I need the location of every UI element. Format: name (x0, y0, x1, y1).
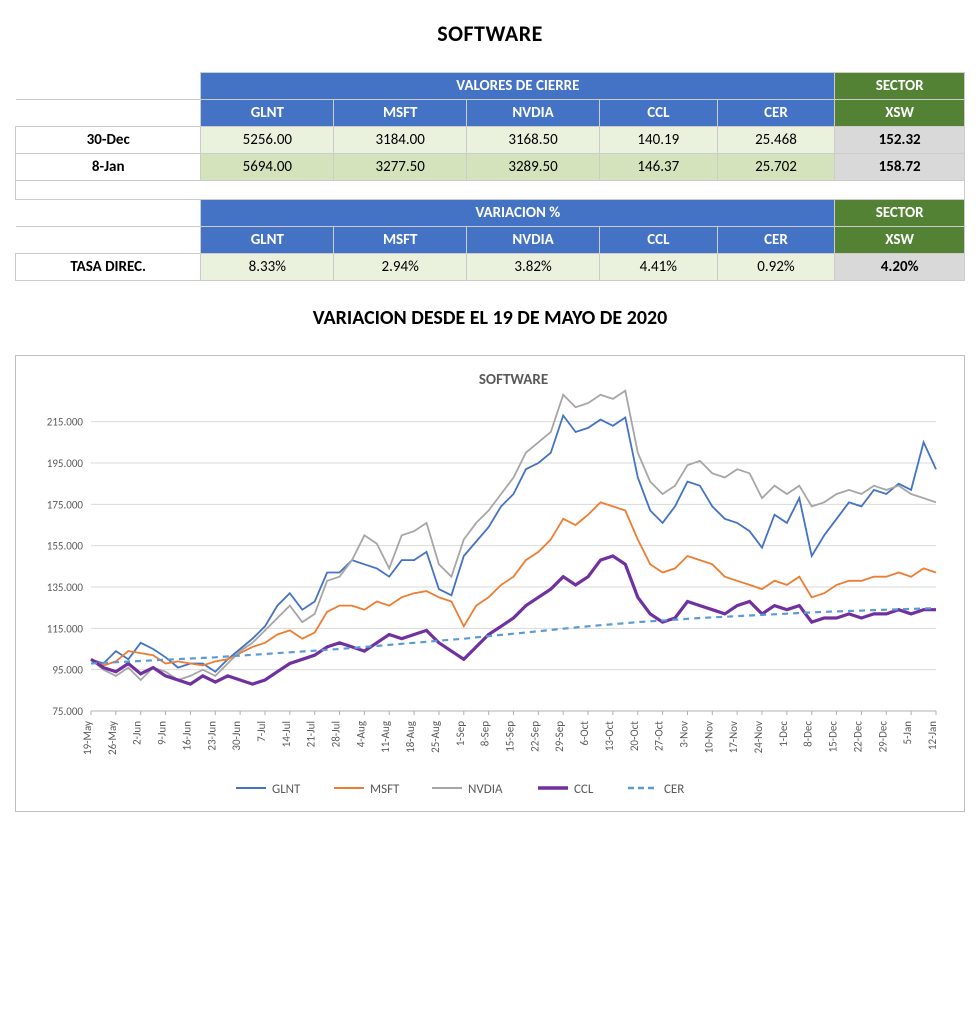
svg-text:10-Nov: 10-Nov (702, 721, 715, 753)
col-header: CCL (599, 100, 717, 127)
svg-text:21-Jul: 21-Jul (305, 721, 318, 747)
table-cell: 4.41% (599, 254, 717, 281)
svg-text:NVDIA: NVDIA (468, 782, 503, 797)
svg-text:15-Sep: 15-Sep (504, 721, 517, 752)
svg-text:GLNT: GLNT (272, 782, 301, 797)
svg-text:20-Oct: 20-Oct (628, 721, 641, 751)
sector-cell: 158.72 (835, 154, 965, 181)
table-cell: 8.33% (201, 254, 334, 281)
svg-text:22-Sep: 22-Sep (528, 721, 541, 752)
svg-text:17-Nov: 17-Nov (727, 721, 740, 753)
svg-text:215.000: 215.000 (47, 416, 84, 429)
table-cell: 3289.50 (467, 154, 600, 181)
svg-text:CCL: CCL (574, 782, 594, 797)
col-header: MSFT (334, 227, 467, 254)
col-header: GLNT (201, 100, 334, 127)
table-header-main: VALORES DE CIERRE (201, 73, 835, 100)
svg-text:9-Jun: 9-Jun (156, 721, 169, 745)
svg-text:MSFT: MSFT (370, 782, 400, 797)
svg-text:195.000: 195.000 (47, 457, 84, 470)
svg-text:11-Aug: 11-Aug (379, 721, 392, 753)
svg-text:115.000: 115.000 (47, 622, 84, 635)
col-header: NVDIA (467, 100, 600, 127)
svg-text:27-Oct: 27-Oct (653, 721, 666, 751)
svg-text:95.000: 95.000 (52, 664, 83, 677)
svg-text:15-Dec: 15-Dec (827, 721, 840, 753)
table-cell: 25.702 (717, 154, 835, 181)
svg-text:26-May: 26-May (106, 721, 119, 755)
table-cell: 5694.00 (201, 154, 334, 181)
table-header-main: VARIACION % (201, 200, 835, 227)
svg-text:28-Jul: 28-Jul (330, 721, 343, 747)
svg-text:5-Jan: 5-Jan (901, 721, 914, 745)
svg-text:8-Dec: 8-Dec (802, 721, 815, 747)
svg-text:30-Jun: 30-Jun (230, 721, 243, 751)
col-header: NVDIA (467, 227, 600, 254)
svg-text:1-Dec: 1-Dec (777, 721, 790, 747)
svg-text:16-Jun: 16-Jun (180, 721, 193, 751)
table-cell: 3168.50 (467, 127, 600, 154)
chart-container: SOFTWARE 75.000 95.000 115.000 135.000 155.00… (15, 355, 965, 812)
sector-cell: 4.20% (835, 254, 965, 281)
svg-text:1-Sep: 1-Sep (454, 721, 467, 746)
svg-text:25-Aug: 25-Aug (429, 721, 442, 753)
svg-text:6-Oct: 6-Oct (578, 721, 591, 746)
svg-text:CER: CER (664, 782, 684, 797)
svg-text:24-Nov: 24-Nov (752, 721, 765, 753)
svg-text:29-Dec: 29-Dec (876, 721, 889, 753)
svg-text:8-Sep: 8-Sep (479, 721, 492, 746)
svg-text:23-Jun: 23-Jun (205, 721, 218, 751)
svg-text:14-Jul: 14-Jul (280, 721, 293, 747)
page-title: SOFTWARE (15, 20, 965, 47)
table-cell: 140.19 (599, 127, 717, 154)
svg-text:3-Nov: 3-Nov (677, 721, 690, 748)
svg-text:18-Aug: 18-Aug (404, 721, 417, 753)
svg-text:SOFTWARE: SOFTWARE (479, 371, 548, 389)
table-cell: 3277.50 (334, 154, 467, 181)
line-chart: SOFTWARE 75.000 95.000 115.000 135.000 155.00… (26, 366, 946, 806)
table-cell: 25.468 (717, 127, 835, 154)
svg-text:29-Sep: 29-Sep (553, 721, 566, 752)
svg-text:19-May: 19-May (81, 721, 94, 755)
svg-text:155.000: 155.000 (47, 540, 84, 553)
row-label: 8-Jan (16, 154, 201, 181)
closing-values-table: VALORES DE CIERRESECTORGLNTMSFTNVDIACCLC… (15, 72, 965, 281)
table-cell: 146.37 (599, 154, 717, 181)
table-cell: 5256.00 (201, 127, 334, 154)
col-header: CCL (599, 227, 717, 254)
svg-text:4-Aug: 4-Aug (354, 721, 367, 747)
sector-cell: 152.32 (835, 127, 965, 154)
variation-subtitle: VARIACION DESDE EL 19 DE MAYO DE 2020 (15, 306, 965, 330)
table-header-sector: SECTOR (835, 200, 965, 227)
table-cell: 2.94% (334, 254, 467, 281)
table-cell: 3184.00 (334, 127, 467, 154)
svg-text:135.000: 135.000 (47, 581, 84, 594)
sector-col-header: XSW (835, 100, 965, 127)
svg-text:175.000: 175.000 (47, 498, 84, 511)
col-header: GLNT (201, 227, 334, 254)
col-header: CER (717, 100, 835, 127)
sector-col-header: XSW (835, 227, 965, 254)
svg-text:22-Dec: 22-Dec (851, 721, 864, 753)
row-label: TASA DIREC. (16, 254, 201, 281)
col-header: MSFT (334, 100, 467, 127)
col-header: CER (717, 227, 835, 254)
row-label: 30-Dec (16, 127, 201, 154)
svg-text:7-Jul: 7-Jul (255, 721, 268, 742)
svg-text:12-Jan: 12-Jan (926, 721, 939, 750)
svg-text:13-Oct: 13-Oct (603, 721, 616, 751)
table-cell: 3.82% (467, 254, 600, 281)
table-cell: 0.92% (717, 254, 835, 281)
svg-text:2-Jun: 2-Jun (131, 721, 144, 745)
table-header-sector: SECTOR (835, 73, 965, 100)
svg-text:75.000: 75.000 (52, 705, 83, 718)
